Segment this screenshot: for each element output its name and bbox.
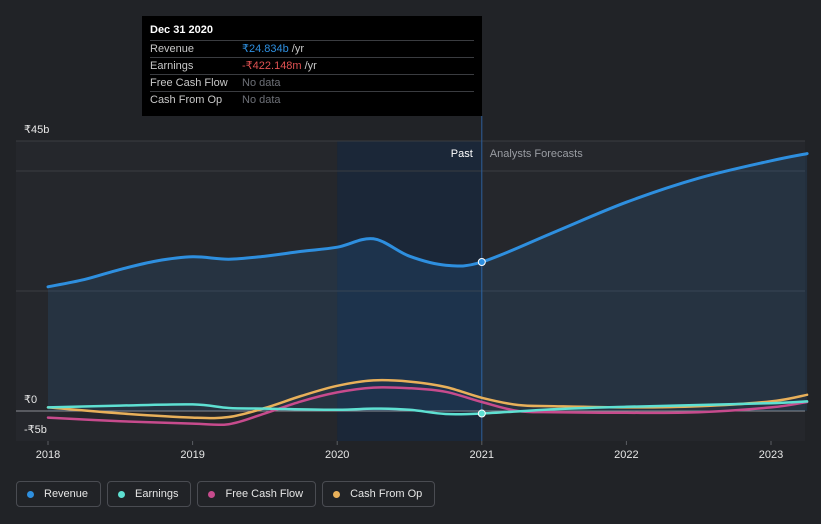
legend-item-earnings[interactable]: Earnings [107,481,192,507]
x-tick-label: 2022 [614,449,638,461]
past-label: Past [451,148,473,160]
revenue-area [48,153,808,411]
tooltip-value: No data [242,77,281,89]
legend-dot-icon [208,490,216,498]
tooltip-unit: /yr [291,43,304,55]
tooltip-row-earnings: Earnings -₹422.148m /yr [150,57,474,74]
marker-earnings [477,409,486,418]
legend-label: Revenue [44,488,89,500]
legend-dot-icon [118,490,126,498]
y-axis-ticks: ₹45b ₹0 -₹5b [24,124,49,436]
x-tick-label: 2021 [470,449,494,461]
x-tick-label: 2023 [759,449,783,461]
period-labels: Past Analysts Forecasts [451,148,583,160]
x-axis-ticks: 2018 2019 2020 2021 2022 2023 [36,441,783,461]
tooltip-label: Revenue [150,43,195,55]
legend-item-revenue[interactable]: Revenue [16,481,102,507]
series-line-free-cash-flow [46,386,809,427]
chart-legend: Revenue Earnings Free Cash Flow Cash Fro… [16,481,436,507]
legend-label: Cash From Op [350,488,423,500]
legend-item-free-cash-flow[interactable]: Free Cash Flow [197,481,317,507]
tooltip-date: Dec 31 2020 [150,24,213,36]
tooltip-row-cash-from-op: Cash From Op No data [150,91,474,108]
x-tick-label: 2019 [180,449,204,461]
tooltip-value: No data [242,94,281,106]
legend-label: Earnings [135,488,179,500]
legend-dot-icon [333,490,341,498]
tooltip-unit: /yr [304,60,317,72]
tooltip-row-revenue: Revenue ₹24.834b /yr [150,40,474,57]
tooltip-value: -₹422.148m [242,60,302,72]
tooltip-label: Free Cash Flow [150,77,228,89]
tooltip-row-free-cash-flow: Free Cash Flow No data [150,74,474,91]
legend-dot-icon [27,490,34,498]
y-tick-label: -₹5b [24,424,47,436]
revenue-area-fill [48,153,808,411]
x-tick-label: 2020 [325,449,349,461]
tooltip-label: Earnings [150,60,194,72]
tooltip-value: ₹24.834b [242,43,289,55]
y-tick-label: ₹45b [24,124,49,136]
legend-label: Free Cash Flow [225,488,304,500]
tooltip-label: Cash From Op [150,94,223,106]
forecast-label: Analysts Forecasts [490,148,583,160]
legend-item-cash-from-op[interactable]: Cash From Op [322,481,436,507]
series-lines [46,152,809,427]
series-line-revenue [46,152,809,289]
series-markers [477,257,486,418]
y-tick-label: ₹0 [24,394,37,406]
x-tick-label: 2018 [36,449,60,461]
data-tooltip: Dec 31 2020 Revenue ₹24.834b /yr Earning… [142,16,482,116]
marker-revenue [477,257,486,266]
series-line-earnings [46,400,809,416]
